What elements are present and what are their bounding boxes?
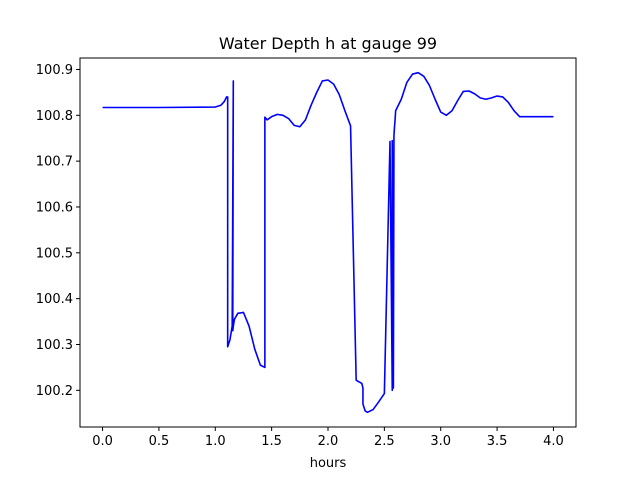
y-axis: 100.2 100.3 100.4 100.5 100.6 100.7 100.8 100.9 [36,63,80,399]
y-tick-label: 100.6 [36,200,73,215]
y-tick-label: 100.9 [36,63,73,78]
x-tick-label: 1.0 [205,434,226,449]
y-tick-label: 100.4 [36,292,73,307]
x-tick-label: 0.0 [92,434,113,449]
y-tick-label: 100.8 [36,109,73,124]
x-tick-label: 2.0 [318,434,339,449]
plot-area [79,57,577,428]
x-tick-label: 1.5 [261,434,282,449]
x-tick-label: 0.5 [149,434,170,449]
chart-title: Water Depth h at gauge 99 [219,34,437,53]
y-tick-label: 100.5 [36,246,73,261]
x-tick-label: 3.5 [487,434,508,449]
series-line [102,71,554,414]
x-tick-label: 2.5 [374,434,395,449]
x-tick-label: 4.0 [543,434,564,449]
y-tick-label: 100.7 [36,155,73,170]
x-tick-label: 3.0 [430,434,451,449]
y-tick-label: 100.3 [36,338,73,353]
plot-frame [79,57,577,428]
y-tick-label: 100.2 [36,384,73,399]
x-axis-label: hours [310,456,347,471]
x-axis: 0.0 0.5 1.0 1.5 2.0 2.5 3.0 3.5 4.0 [92,427,564,449]
